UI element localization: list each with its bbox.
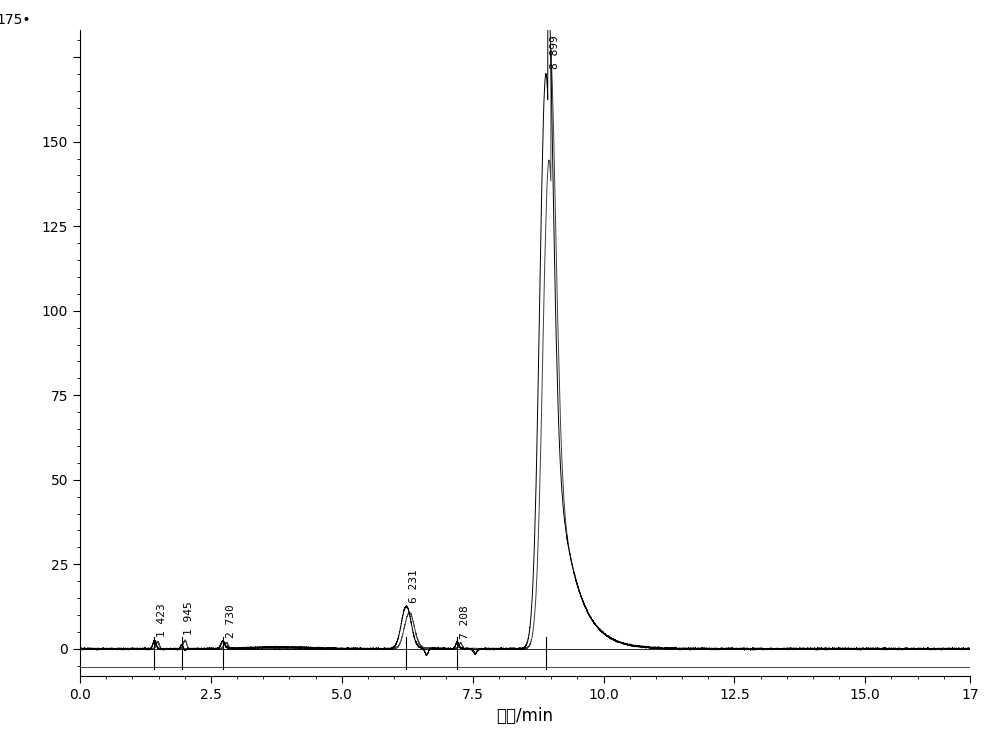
X-axis label: 时间/min: 时间/min bbox=[496, 707, 554, 725]
Text: 1 945: 1 945 bbox=[184, 602, 194, 635]
Text: 7 208: 7 208 bbox=[460, 605, 470, 638]
Text: 1 423: 1 423 bbox=[157, 603, 167, 637]
Text: 175•: 175• bbox=[0, 13, 31, 27]
Text: 2 730: 2 730 bbox=[226, 605, 236, 638]
Text: 8 899: 8 899 bbox=[550, 35, 560, 69]
Text: 6 231: 6 231 bbox=[409, 569, 419, 603]
